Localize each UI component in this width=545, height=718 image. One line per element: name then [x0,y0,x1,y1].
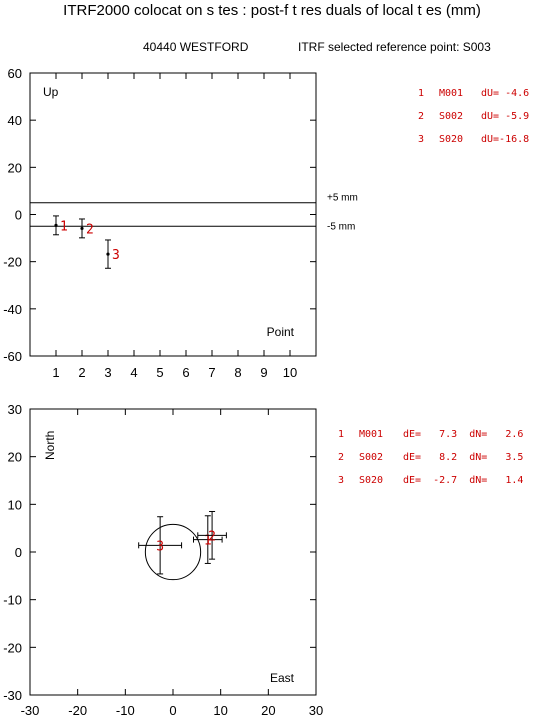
horizontal-x-tick-label: 0 [169,703,176,718]
horizontal-legend-number: 3 [338,475,344,486]
up-y-tick-label: -20 [3,255,22,270]
up-y-tick-label: -60 [3,349,22,364]
horizontal-y-tick-label: 0 [15,545,22,560]
horizontal-x-tick-label: 10 [213,703,227,718]
horizontal-point-label: 2 [208,529,216,544]
up-legend-value: dU=-16.8 [481,134,529,145]
horizontal-point-label: 3 [156,539,164,554]
horizontal-legend-number: 1 [338,429,344,440]
horizontal-x-tick-label: -20 [68,703,87,718]
up-y-tick-label: 0 [15,208,22,223]
up-legend-site: S020 [439,134,463,145]
up-x-tick-label: 3 [104,365,111,380]
up-data-point [80,226,84,231]
horizontal-y-tick-label: -20 [3,640,22,655]
up-y-tick-label: -40 [3,302,22,317]
horizontal-point-label: 1 [204,534,212,549]
chart-title: ITRF2000 colocat on s tes : post-f t res… [63,2,481,19]
horizontal-y-axis: -30 -20 -10 0 10 20 30 [3,402,316,703]
up-legend: 1 M001 dU= -4.6 2 S002 dU= -5.9 3 S020 dU=-16.8 [418,88,529,145]
site-label: 40440 WESTFORD [143,40,249,54]
up-x-tick-label: 2 [78,365,85,380]
horizontal-legend-site: S020 [359,475,383,486]
up-legend-number: 2 [418,111,424,122]
horizontal-y-tick-label: 30 [8,402,22,417]
up-x-tick-label: 7 [208,365,215,380]
up-plot-frame [29,72,317,357]
up-x-tick-label: 9 [260,365,267,380]
horizontal-legend-value: dE= -2.7 dN= 1.4 [403,475,523,486]
up-x-tick-label: 10 [283,365,297,380]
horizontal-x-tick-label: -30 [21,703,40,718]
up-y-tick-label: 20 [8,160,22,175]
horizontal-legend-site: S002 [359,452,383,463]
up-point-label: 3 [112,248,120,263]
up-x-axis: 1 2 3 4 5 6 7 8 9 10 [52,73,297,380]
up-point-label: 1 [60,219,68,234]
up-y-axis: -60 -40 -20 0 20 40 60 [3,66,316,364]
up-legend-number: 1 [418,88,424,99]
horizontal-y-tick-label: -30 [3,688,22,703]
horizontal-legend-number: 2 [338,452,344,463]
up-data-points: 1 2 3 [53,215,120,269]
horizontal-y-tick-label: -10 [3,593,22,608]
horizontal-x-tick-label: -10 [116,703,135,718]
up-x-tick-label: 5 [156,365,163,380]
up-x-tick-label: 1 [52,365,59,380]
horizontal-legend: 1 M001 dE= 7.3 dN= 2.6 2 S002 dE= 8.2 dN= 3.5… [338,429,523,486]
horizontal-legend-site: M001 [359,429,383,440]
up-x-tick-label: 6 [182,365,189,380]
horizontal-legend-value: dE= 8.2 dN= 3.5 [403,452,523,463]
up-x-tick-label: 4 [130,365,137,380]
up-y-tick-label: 60 [8,66,22,81]
horizontal-data-points: 12 3 [138,510,227,575]
up-corner-label: Up [43,85,59,99]
horizontal-y-tick-label: 20 [8,450,22,465]
reference-point-label: ITRF selected reference point: S003 [298,40,491,54]
horizontal-legend-value: dE= 7.3 dN= 2.6 [403,429,523,440]
up-legend-value: dU= -4.6 [481,88,529,99]
tolerance-circle [144,523,202,581]
horizontal-y-tick-label: 10 [8,497,22,512]
horizontal-plot-frame [29,408,317,696]
up-legend-site: S002 [439,111,463,122]
up-legend-number: 3 [418,134,424,145]
up-data-point [106,252,110,256]
up-point-label: 2 [86,222,94,237]
east-axis-label: East [270,671,295,685]
up-x-tick-label: 8 [234,365,241,380]
horizontal-x-axis: -30 -20 -10 0 10 20 30 [21,409,323,718]
up-y-tick-label: 40 [8,113,22,128]
tolerance-circle-shape [144,523,202,581]
up-legend-site: M001 [439,88,463,99]
up-data-point [54,223,58,227]
north-axis-label: North [43,431,57,460]
horizontal-x-tick-label: 20 [261,703,275,718]
horizontal-x-tick-label: 30 [309,703,323,718]
threshold-label: -5 mm [327,221,355,232]
up-threshold-lines: +5 mm -5 mm [30,193,358,232]
up-legend-value: dU= -5.9 [481,111,529,122]
up-x-axis-label: Point [267,325,295,339]
threshold-label: +5 mm [327,193,358,204]
